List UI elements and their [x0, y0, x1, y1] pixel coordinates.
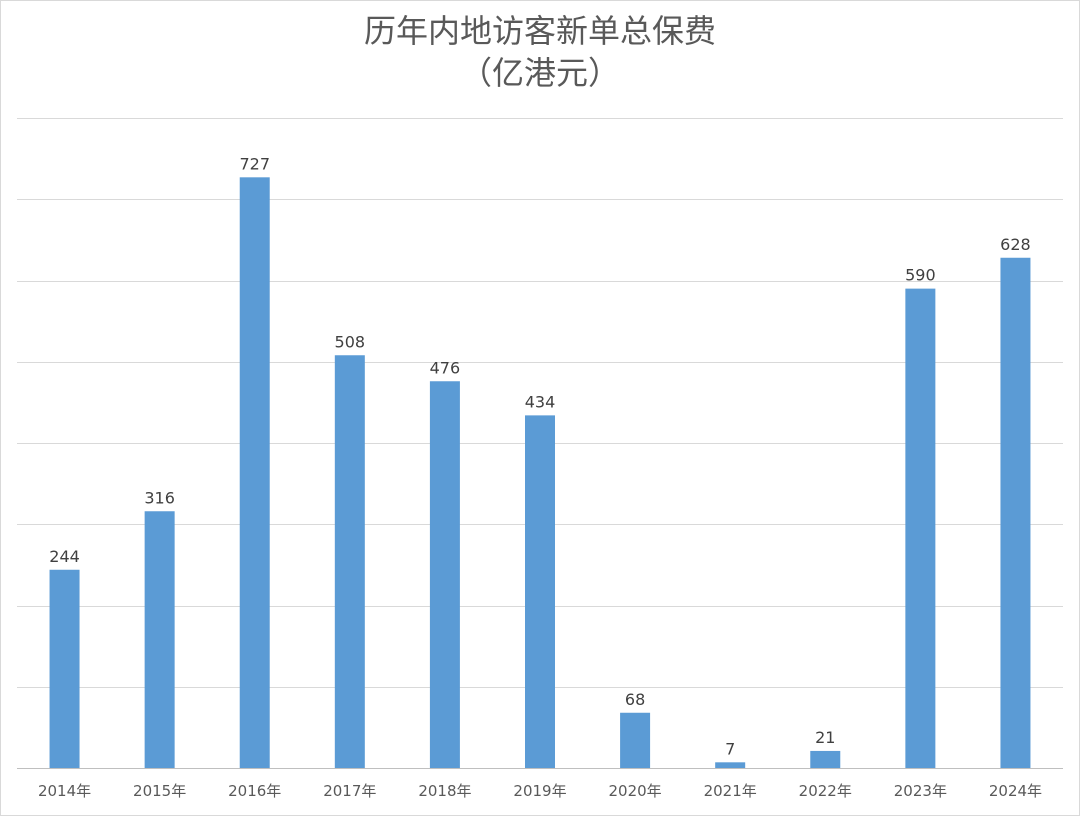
bar-value-label: 244 [49, 547, 80, 566]
bar-value-label: 316 [144, 488, 175, 507]
bar-value-label: 628 [1000, 235, 1031, 254]
bars [49, 177, 1031, 768]
x-tick-label: 2021年 [704, 782, 757, 800]
x-tick-label: 2016年 [228, 782, 281, 800]
bar-value-label: 434 [525, 392, 556, 411]
chart-title: 历年内地访客新单总保费 [363, 12, 716, 50]
bar-value-label: 7 [725, 739, 735, 758]
bar-value-label: 476 [430, 358, 461, 377]
bar [905, 288, 936, 768]
bar [429, 381, 460, 768]
bar [1000, 257, 1031, 768]
bar [525, 415, 555, 768]
chart-subtitle: （亿港元） [459, 54, 620, 92]
bar [49, 569, 80, 768]
bar [144, 511, 175, 768]
bar [334, 355, 365, 768]
x-tick-label: 2020年 [608, 782, 661, 800]
data-labels: 244 316 727 508 476 434 68 7 21 590 628 [49, 154, 1030, 758]
bar-value-label: 21 [815, 728, 835, 747]
x-tick-label: 2019年 [513, 782, 566, 800]
x-tick-label: 2018年 [418, 782, 471, 800]
bar-value-label: 727 [239, 154, 270, 173]
bar [620, 712, 651, 768]
x-tick-label: 2017年 [323, 782, 376, 800]
x-tick-label: 2023年 [894, 782, 947, 800]
bar-value-label: 590 [905, 266, 936, 285]
x-tick-label: 2024年 [989, 782, 1042, 800]
bar [715, 762, 746, 768]
x-tick-label: 2014年 [38, 782, 91, 800]
x-tick-label: 2015年 [133, 782, 186, 800]
bar [239, 177, 270, 768]
bar-value-label: 68 [625, 690, 645, 709]
x-axis-tick-labels: 2014年 2015年 2016年 2017年 2018年 2019年 2020年 2021年… [38, 782, 1042, 800]
x-tick-label: 2022年 [799, 782, 852, 800]
bar [810, 750, 841, 768]
chart-title-block: 历年内地访客新单总保费 （亿港元） [0, 10, 1080, 94]
bar-value-label: 508 [335, 332, 366, 351]
